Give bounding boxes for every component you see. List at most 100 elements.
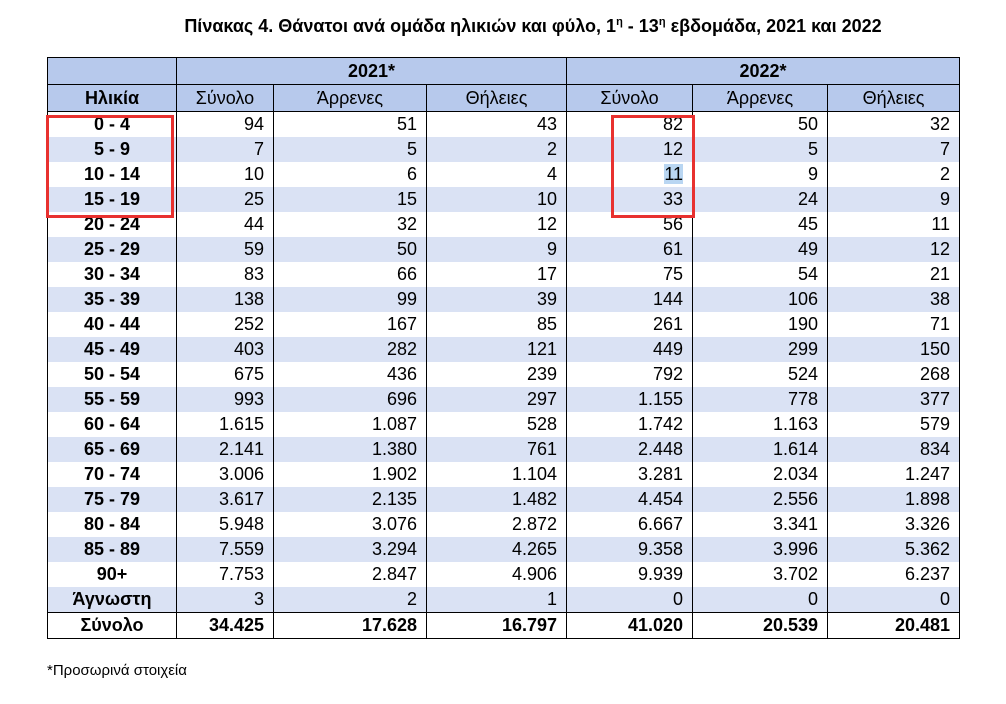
cell-male-2022: 2.034	[692, 462, 829, 487]
cell-total-2021: 7.559	[176, 537, 274, 562]
cell-total-2022: 2.448	[566, 437, 694, 462]
title-suffix: εβδομάδα, 2021 και 2022	[665, 16, 882, 36]
header-2021-female: Θήλειες	[425, 84, 568, 112]
cell-female-2022: 71	[827, 312, 961, 337]
cell-female-2021: 9	[425, 237, 568, 262]
cell-total-2022: 449	[566, 337, 694, 362]
cell-age: 80 - 84	[47, 512, 177, 537]
cell-female-2022: 5.362	[827, 537, 961, 562]
cell-female-2021: 2	[425, 137, 568, 162]
cell-male-2021: 51	[273, 111, 427, 137]
cell-male-2022: 524	[692, 362, 829, 387]
cell-age: 40 - 44	[47, 312, 177, 337]
cell-total-2021: 252	[176, 312, 274, 337]
cell-male-2021: 15	[273, 187, 427, 212]
cell-male-2021: 1.380	[273, 437, 427, 462]
cell-age: 65 - 69	[47, 437, 177, 462]
cell-female-2022: 0	[827, 587, 961, 613]
table-row: 35 - 39 138 99 39 144 106 38	[47, 287, 961, 312]
cell-female-2021: 4.906	[425, 562, 568, 587]
cell-total-2022: 3.281	[566, 462, 694, 487]
cell-male-2022: 54	[692, 262, 829, 287]
cell-total-2022: 41.020	[566, 612, 694, 639]
cell-total-2021: 59	[176, 237, 274, 262]
cell-male-2021: 1.087	[273, 412, 427, 437]
header-2021-male: Άρρενες	[273, 84, 427, 112]
cell-female-2022: 6.237	[827, 562, 961, 587]
cell-age: 50 - 54	[47, 362, 177, 387]
cell-total-2021: 3	[176, 587, 274, 613]
cell-male-2022: 5	[692, 137, 829, 162]
cell-male-2021: 3.076	[273, 512, 427, 537]
cell-male-2021: 2.847	[273, 562, 427, 587]
cell-female-2021: 85	[425, 312, 568, 337]
cell-male-2022: 2.556	[692, 487, 829, 512]
cell-female-2021: 43	[425, 111, 568, 137]
cell-female-2021: 1	[425, 587, 568, 613]
table-row: 90+ 7.753 2.847 4.906 9.939 3.702 6.237	[47, 562, 961, 587]
cell-female-2022: 20.481	[827, 612, 961, 639]
cell-male-2021: 436	[273, 362, 427, 387]
table-row: 45 - 49 403 282 121 449 299 150	[47, 337, 961, 362]
cell-female-2021: 1.104	[425, 462, 568, 487]
title-prefix: Πίνακας 4. Θάνατοι ανά ομάδα ηλικιών και…	[184, 16, 617, 36]
cell-male-2021: 696	[273, 387, 427, 412]
cell-female-2021: 12	[425, 212, 568, 237]
cell-male-2022: 24	[692, 187, 829, 212]
footnote: *Προσωρινά στοιχεία	[47, 662, 187, 679]
cell-age: 5 - 9	[47, 137, 177, 162]
cell-age: 15 - 19	[47, 187, 177, 212]
cell-total-2022: 0	[566, 587, 694, 613]
cell-female-2021: 2.872	[425, 512, 568, 537]
header-age: Ηλικία	[47, 84, 177, 112]
table-row: Άγνωστη 3 2 1 0 0 0	[47, 587, 961, 613]
cell-total-2021: 993	[176, 387, 274, 412]
cell-male-2022: 9	[692, 162, 829, 187]
table-row: 5 - 9 7 5 2 12 5 7	[47, 137, 961, 162]
table-row: Σύνολο 34.425 17.628 16.797 41.020 20.539 20.4…	[47, 612, 961, 639]
cell-total-2021: 44	[176, 212, 274, 237]
cell-male-2021: 2.135	[273, 487, 427, 512]
cell-male-2022: 0	[692, 587, 829, 613]
cell-female-2022: 1.898	[827, 487, 961, 512]
cell-age: 10 - 14	[47, 162, 177, 187]
cell-total-2021: 7	[176, 137, 274, 162]
cell-total-2021: 1.615	[176, 412, 274, 437]
selected-text[interactable]: 11	[664, 164, 684, 184]
cell-total-2022: 61	[566, 237, 694, 262]
table-row: 65 - 69 2.141 1.380 761 2.448 1.614 834	[47, 437, 961, 462]
cell-female-2022: 11	[827, 212, 961, 237]
cell-male-2021: 3.294	[273, 537, 427, 562]
cell-total-2022: 82	[566, 111, 694, 137]
cell-female-2022: 3.326	[827, 512, 961, 537]
cell-female-2021: 761	[425, 437, 568, 462]
cell-male-2021: 1.902	[273, 462, 427, 487]
cell-total-2022: 12	[566, 137, 694, 162]
cell-age: 25 - 29	[47, 237, 177, 262]
cell-male-2022: 106	[692, 287, 829, 312]
cell-age: 55 - 59	[47, 387, 177, 412]
cell-total-2021: 10	[176, 162, 274, 187]
table-row: 25 - 29 59 50 9 61 49 12	[47, 237, 961, 262]
cell-male-2022: 45	[692, 212, 829, 237]
cell-male-2022: 50	[692, 111, 829, 137]
cell-total-2022: 4.454	[566, 487, 694, 512]
cell-female-2021: 528	[425, 412, 568, 437]
deaths-table: 2021* 2022* Ηλικία Σύνολο Άρρενες Θήλειε…	[47, 57, 961, 639]
cell-total-2022: 1.155	[566, 387, 694, 412]
cell-male-2022: 3.341	[692, 512, 829, 537]
title-middle: - 13	[622, 16, 659, 36]
table-row: 50 - 54 675 436 239 792 524 268	[47, 362, 961, 387]
cell-male-2021: 5	[273, 137, 427, 162]
cell-total-2022: 261	[566, 312, 694, 337]
cell-female-2022: 7	[827, 137, 961, 162]
header-year-2022: 2022*	[566, 57, 961, 85]
cell-female-2021: 10	[425, 187, 568, 212]
cell-total-2022: 75	[566, 262, 694, 287]
cell-male-2021: 66	[273, 262, 427, 287]
cell-age: 85 - 89	[47, 537, 177, 562]
cell-age: 70 - 74	[47, 462, 177, 487]
cell-age: 20 - 24	[47, 212, 177, 237]
cell-female-2021: 1.482	[425, 487, 568, 512]
cell-female-2021: 239	[425, 362, 568, 387]
